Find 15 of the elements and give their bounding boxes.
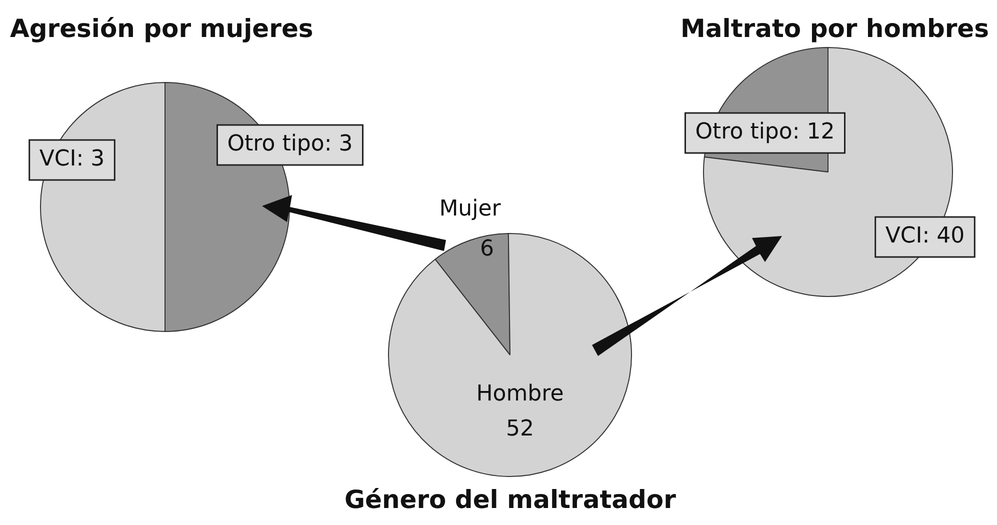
data-label: 6 [480, 236, 494, 262]
data-label: : 12 [792, 120, 835, 145]
chart-title: Agresión por mujeres [10, 14, 314, 43]
data-label: : 3 [76, 146, 105, 172]
slice-label: VCI [39, 146, 76, 172]
slice-label: Mujer [439, 196, 502, 222]
slice-label: Otro tipo [227, 132, 324, 157]
chart-title: Maltrato por hombres [680, 14, 989, 43]
data-label: : 3 [324, 132, 353, 157]
slice-label: VCI [885, 224, 922, 249]
data-label: 52 [506, 416, 534, 442]
data-label: : 40 [922, 224, 965, 249]
slice-label: Hombre [476, 382, 564, 407]
slice-label: Otro tipo [695, 120, 792, 145]
text: Género del maltratador [344, 485, 676, 514]
